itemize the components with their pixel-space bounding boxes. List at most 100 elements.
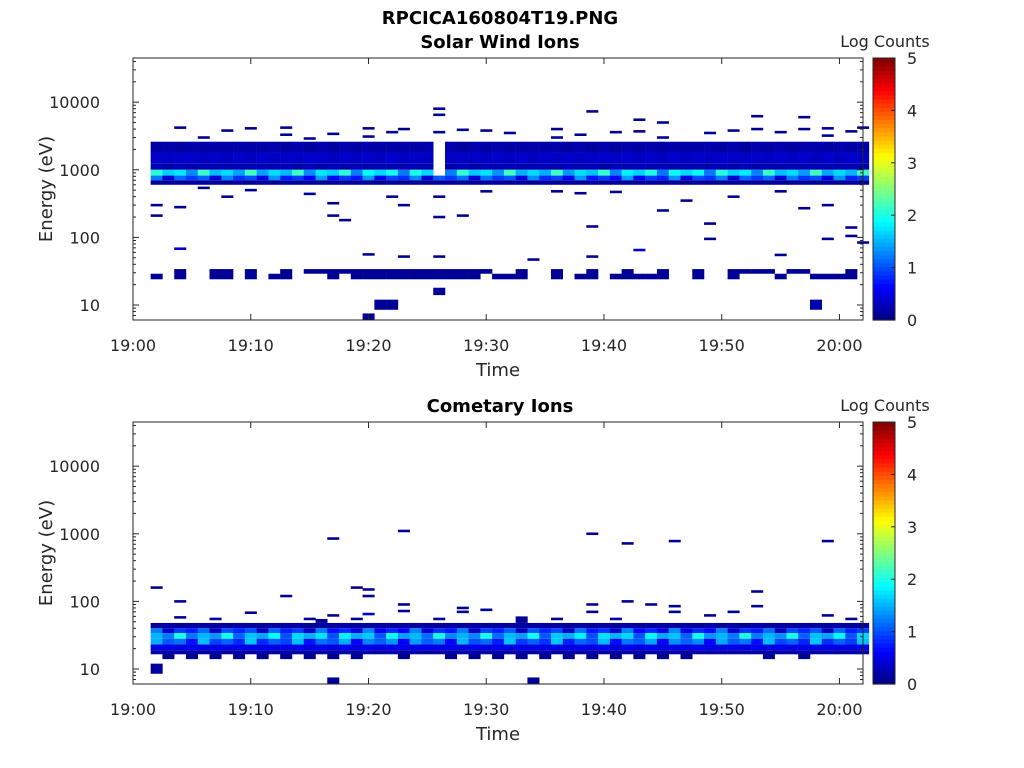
colorbar-segment (873, 74, 895, 80)
heatmap-cell (421, 141, 434, 153)
heatmap-cell (280, 152, 293, 164)
heatmap-cell (492, 628, 505, 634)
heatmap-cell (197, 141, 210, 153)
heatmap-cell (598, 141, 611, 153)
heatmap-cell (327, 677, 340, 684)
heatmap-cell (445, 163, 458, 170)
heatmap-cell (256, 169, 269, 176)
heatmap-cell (798, 141, 811, 153)
heatmap-cell (233, 653, 246, 660)
heatmap-cell (350, 269, 363, 280)
heatmap-cell (303, 638, 316, 645)
heatmap-cell (197, 650, 210, 655)
heatmap-cell (550, 650, 563, 655)
heatmap-cell (221, 269, 234, 280)
colorbar-segment (873, 189, 895, 194)
heatmap-cell (668, 141, 681, 153)
heatmap-cell (598, 644, 611, 651)
heatmap-cell (821, 237, 834, 241)
heatmap-cell (421, 269, 434, 280)
heatmap-cell (503, 169, 516, 176)
heatmap-cell (362, 180, 375, 185)
heatmap-cell (845, 234, 858, 238)
heatmap-cell (550, 190, 563, 193)
heatmap-cell (774, 644, 787, 651)
colorbar-segment (873, 638, 895, 644)
heatmap-cell (609, 169, 622, 176)
heatmap-cell (386, 175, 399, 181)
heatmap-cell (244, 127, 257, 130)
heatmap-cell (645, 273, 658, 280)
heatmap-cell (374, 152, 387, 164)
heatmap-cell (704, 180, 717, 185)
heatmap-cell (798, 638, 811, 645)
heatmap-cell (339, 638, 352, 645)
heatmap-cell (433, 113, 446, 117)
heatmap-cell (386, 269, 399, 280)
heatmap-cell (645, 644, 658, 651)
heatmap-cell (656, 622, 669, 629)
heatmap-cell (727, 622, 740, 629)
heatmap-cell (633, 152, 646, 164)
heatmap-cell (244, 628, 257, 634)
heatmap-cell (739, 169, 752, 176)
heatmap-cell (810, 622, 823, 629)
heatmap-cell (280, 169, 293, 176)
heatmap-cell (468, 644, 481, 651)
heatmap-cell (256, 141, 269, 153)
heatmap-cell (433, 650, 446, 655)
heatmap-cell (185, 638, 198, 645)
heatmap-cell (303, 650, 316, 655)
heatmap-cell (786, 141, 799, 153)
heatmap-cell (680, 152, 693, 164)
heatmap-cell (751, 633, 764, 639)
heatmap-cell (327, 152, 340, 164)
heatmap-cell (433, 287, 446, 296)
figure-title: RPCICA160804T19.PNG (382, 8, 618, 29)
heatmap-cell (621, 638, 634, 645)
heatmap-cell (445, 152, 458, 164)
heatmap-cell (468, 628, 481, 634)
heatmap-cell (174, 163, 187, 170)
heatmap-cell (174, 616, 187, 619)
heatmap-cell (362, 141, 375, 153)
heatmap-cell (609, 175, 622, 181)
colorbar-segment (873, 593, 895, 599)
heatmap-cell (633, 644, 646, 651)
heatmap-cell (303, 653, 316, 660)
heatmap-cell (150, 203, 163, 207)
heatmap-cell (680, 638, 693, 645)
heatmap-cell (150, 273, 163, 280)
heatmap-cell (774, 141, 787, 153)
heatmap-cell (845, 152, 858, 164)
heatmap-cell (550, 622, 563, 629)
colorbar-segment (873, 491, 895, 497)
heatmap-cell (692, 175, 705, 181)
colorbar-segment (873, 311, 895, 317)
heatmap-cell (421, 644, 434, 651)
heatmap-cell (539, 633, 552, 639)
heatmap-cell (362, 127, 375, 130)
heatmap-cell (327, 163, 340, 170)
heatmap-cell (339, 269, 352, 274)
colorbar-segment (873, 250, 895, 256)
heatmap-cell (174, 633, 187, 639)
heatmap-cell (621, 644, 634, 651)
heatmap-cell (845, 175, 858, 181)
heatmap-cell (821, 141, 834, 153)
heatmap-cell (539, 141, 552, 153)
heatmap-cell (810, 152, 823, 164)
heatmap-cell (845, 617, 858, 621)
heatmap-cell (174, 152, 187, 164)
heatmap-cell (574, 622, 587, 629)
heatmap-cell (586, 603, 599, 606)
heatmap-cell (633, 118, 646, 122)
heatmap-cell (150, 214, 163, 217)
heatmap-cell (727, 269, 740, 280)
heatmap-cell (291, 650, 304, 655)
heatmap-cell (162, 141, 175, 153)
colorbar-segment (873, 193, 895, 198)
colorbar-segment (873, 82, 895, 88)
heatmap-cell (244, 269, 257, 280)
heatmap-cell (503, 175, 516, 181)
